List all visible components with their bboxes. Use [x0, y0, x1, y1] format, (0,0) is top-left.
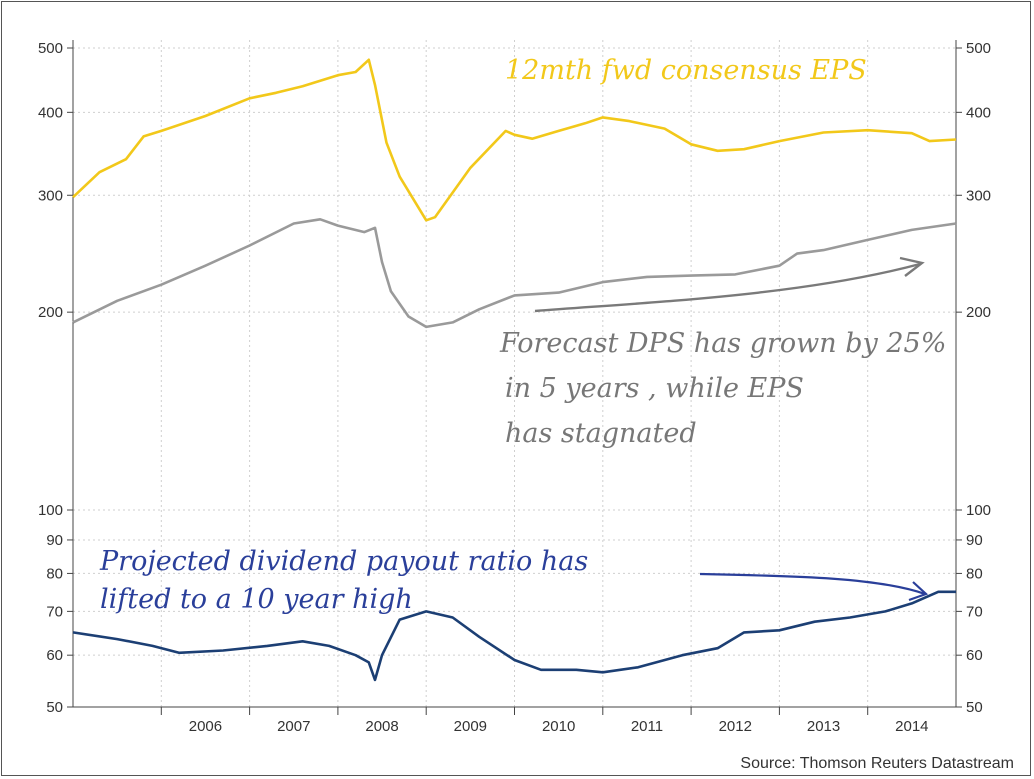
- payout-annotation-line-1: Projected dividend payout ratio has: [99, 546, 588, 577]
- dps-arrow-head: [899, 256, 925, 277]
- upper-y-tick-label-left: 200: [38, 304, 63, 321]
- dps-annotation-line-1: Forecast DPS has grown by 25%: [499, 328, 946, 359]
- payout-arrow-head: [908, 581, 929, 602]
- dps-annotation-line-3: has stagnated: [505, 418, 697, 449]
- lower-y-tick-label-left: 60: [46, 647, 63, 664]
- dps-line: [72, 218, 957, 329]
- tick-labels: 2006 2007 2008 2009 2010 2011 2012 2013 2014 200 2…: [38, 40, 991, 735]
- payout-arrow: [699, 572, 926, 596]
- upper-y-tick-label-left: 300: [38, 187, 63, 204]
- lower-y-tick-label-left: 70: [46, 603, 63, 620]
- lower-y-tick-label-left: 50: [46, 699, 63, 716]
- x-tick-label: 2013: [807, 718, 840, 735]
- dps-arrow: [534, 262, 921, 313]
- lower-y-tick-label-right: 60: [966, 647, 983, 664]
- x-tick-label: 2006: [189, 718, 222, 735]
- lower-y-tick-label-left: 80: [46, 565, 63, 582]
- upper-y-tick-label-right: 500: [966, 40, 991, 57]
- axes: [67, 40, 962, 715]
- upper-y-tick-label-left: 400: [38, 104, 63, 121]
- eps-annotation: 12mth fwd consensus EPS: [505, 55, 867, 86]
- upper-y-tick-label-right: 400: [966, 104, 991, 121]
- lower-y-tick-label-right: 70: [966, 603, 983, 620]
- upper-y-tick-label-right: 300: [966, 187, 991, 204]
- x-tick-label: 2010: [542, 718, 575, 735]
- lower-y-tick-label-right: 80: [966, 565, 983, 582]
- dps-annotation-line-2: in 5 years , while EPS: [505, 373, 804, 404]
- x-tick-label: 2008: [365, 718, 398, 735]
- x-tick-label: 2007: [277, 718, 310, 735]
- lower-y-tick-label-right: 90: [966, 532, 983, 549]
- payout-annotation-line-2: lifted to a 10 year high: [100, 584, 413, 615]
- upper-y-tick-label-right: 200: [966, 304, 991, 321]
- x-tick-label: 2011: [631, 718, 663, 735]
- eps-line: [72, 58, 957, 222]
- x-tick-label: 2012: [719, 718, 752, 735]
- lower-y-tick-label-right: 50: [966, 699, 983, 716]
- payout-line: [72, 590, 956, 682]
- lower-y-tick-label-left: 90: [46, 532, 63, 549]
- x-tick-label: 2014: [895, 718, 928, 735]
- upper-y-tick-label-left: 500: [38, 40, 63, 57]
- lower-y-tick-label-right: 100: [966, 502, 991, 519]
- lower-y-tick-label-left: 100: [38, 502, 63, 519]
- source-note: Source: Thomson Reuters Datastream: [740, 755, 1014, 772]
- series-lines: [72, 58, 957, 682]
- x-tick-label: 2009: [454, 718, 487, 735]
